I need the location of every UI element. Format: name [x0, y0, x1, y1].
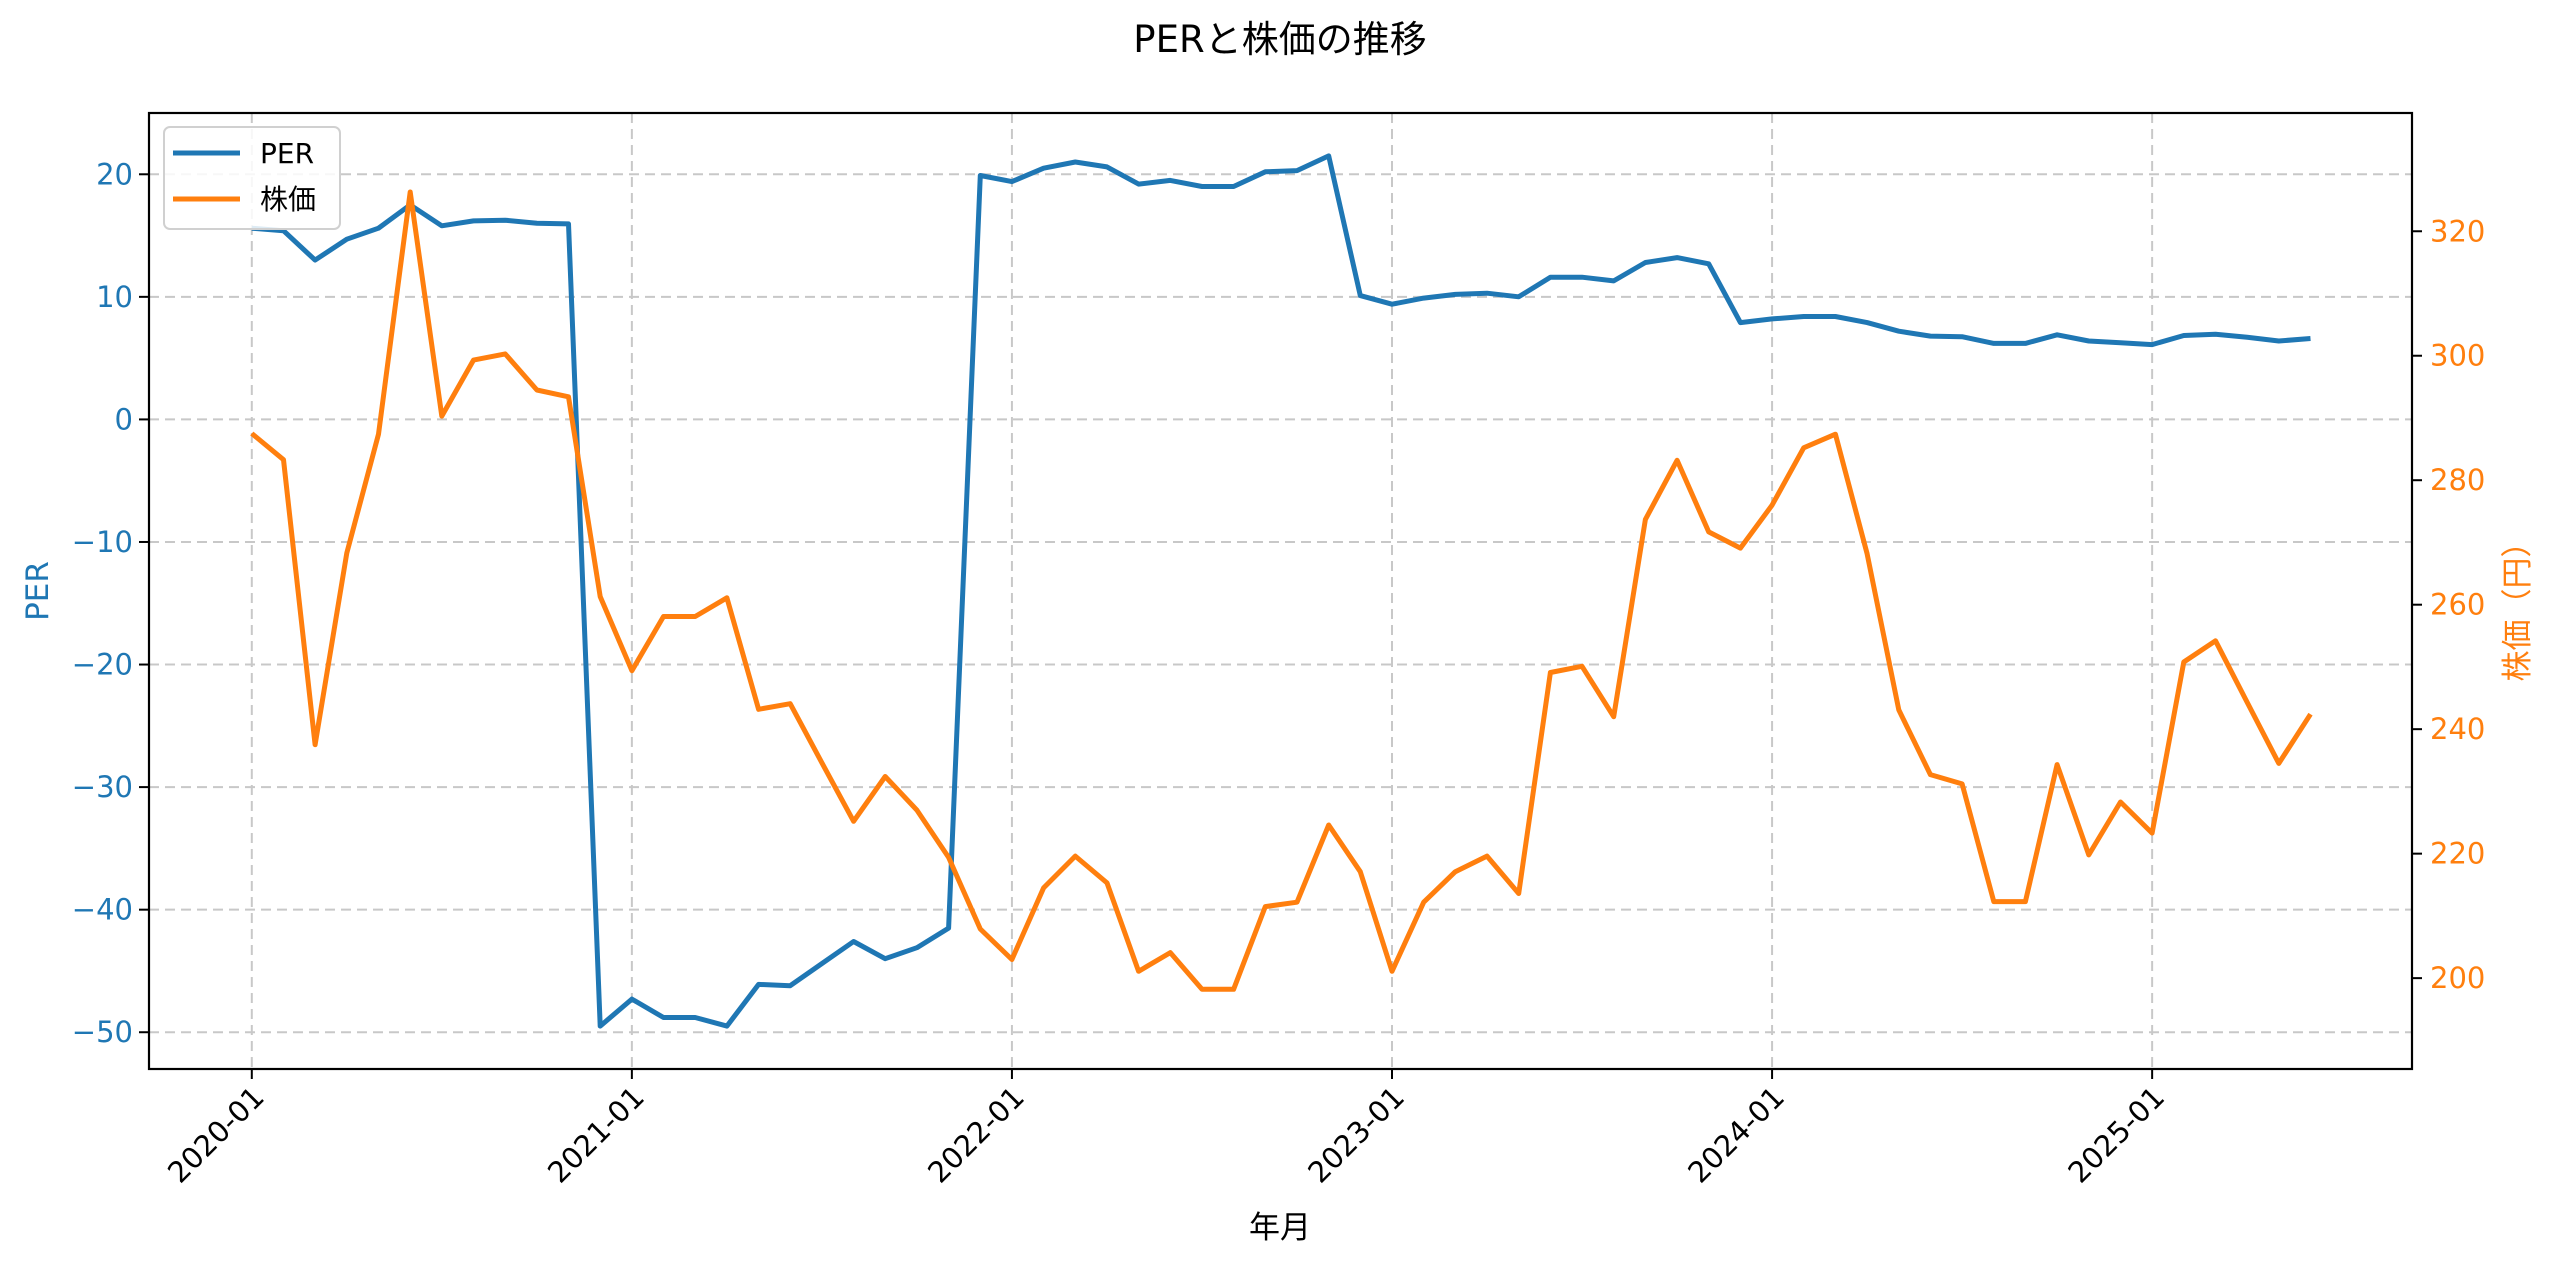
right-tick-label: 280 — [2430, 463, 2485, 497]
series-layer — [250, 153, 2313, 1029]
right-tick-label: 300 — [2430, 339, 2485, 373]
right-tick-label: 240 — [2430, 712, 2485, 746]
chart-title: PERと株価の推移 — [1133, 18, 1426, 61]
x-tick-label: 2020-01 — [161, 1080, 271, 1190]
plot-frame — [147, 111, 2414, 1071]
x-tick-label: 2023-01 — [1301, 1080, 1411, 1190]
x-tick-label: 2024-01 — [1681, 1080, 1791, 1190]
left-tick-label: 10 — [96, 280, 133, 314]
right-tick-label: 320 — [2430, 214, 2485, 248]
left-tick-label: −40 — [72, 893, 133, 927]
legend-label-price: 株価 — [260, 183, 316, 216]
left-y-axis-label: PER — [20, 561, 56, 621]
x-axis: 2020-01 2021-01 2022-01 2023-01 2024-01 2025-… — [161, 1069, 2171, 1190]
price-line — [250, 189, 2313, 992]
right-y-axis-label: 株価（円） — [2500, 527, 2536, 682]
left-y-axis: 20 10 0 −10 −20 −30 −40 −50 — [72, 157, 149, 1049]
left-tick-label: 0 — [115, 402, 133, 436]
left-tick-label: −10 — [72, 525, 133, 559]
x-tick-label: 2025-01 — [2061, 1080, 2171, 1190]
x-tick-label: 2021-01 — [541, 1080, 651, 1190]
grid-lines — [149, 113, 2412, 1069]
x-axis-label: 年月 — [1249, 1210, 1311, 1246]
right-tick-label: 200 — [2430, 961, 2485, 995]
right-tick-label: 260 — [2430, 588, 2485, 622]
legend: PER 株価 — [163, 126, 341, 230]
left-tick-label: −50 — [72, 1015, 133, 1049]
x-tick-label: 2022-01 — [921, 1080, 1031, 1190]
left-tick-label: 20 — [96, 157, 133, 191]
left-tick-label: −20 — [72, 648, 133, 682]
per-line — [251, 153, 2311, 1029]
left-tick-label: −30 — [72, 770, 133, 804]
right-y-axis: 320 300 280 260 240 220 200 — [2412, 214, 2485, 995]
legend-label-per: PER — [260, 137, 314, 170]
right-tick-label: 220 — [2430, 837, 2485, 871]
